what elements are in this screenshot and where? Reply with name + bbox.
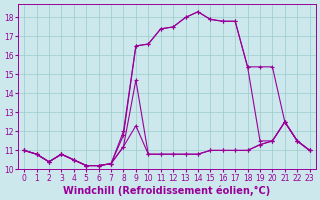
- X-axis label: Windchill (Refroidissement éolien,°C): Windchill (Refroidissement éolien,°C): [63, 185, 270, 196]
